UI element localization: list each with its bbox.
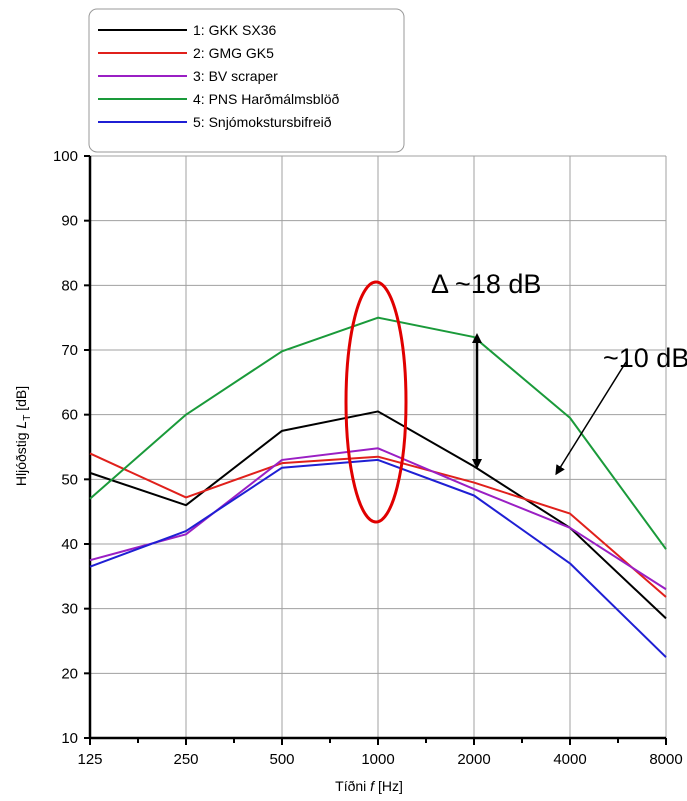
y-tick-label: 90	[61, 213, 78, 230]
y-tick-label: 30	[61, 601, 78, 618]
series-line-3	[89, 447, 667, 591]
x-tick-label: 500	[269, 751, 294, 768]
axes	[84, 155, 667, 745]
x-tick-label: 4000	[553, 751, 586, 768]
legend-label: 2: GMG GK5	[193, 45, 274, 61]
series-line-4	[89, 316, 667, 550]
delta-label: Δ ~18 dB	[431, 269, 541, 299]
y-tick-labels: 10 20 30 40 50 60 70 80 90 100	[53, 148, 78, 747]
legend-label: 3: BV scraper	[193, 68, 278, 84]
series-lines	[89, 316, 667, 658]
grid-lines	[89, 155, 667, 739]
y-tick-label: 60	[61, 407, 78, 424]
y-tick-label: 70	[61, 342, 78, 359]
diff-arrow	[555, 361, 627, 476]
x-tick-label: 250	[173, 751, 198, 768]
y-tick-label: 10	[61, 730, 78, 747]
legend-label: 1: GKK SX36	[193, 22, 276, 38]
legend-label: 5: Snjómokstursbifreið	[193, 114, 332, 130]
x-tick-labels: 125 250 500 1000 2000 4000 8000	[77, 751, 682, 768]
legend: 1: GKK SX36 2: GMG GK5 3: BV scraper 4: PNS…	[88, 8, 405, 153]
legend-label: 4: PNS Harðmálmsblöð	[193, 91, 339, 107]
y-tick-label: 50	[61, 471, 78, 488]
y-tick-label: 80	[61, 277, 78, 294]
annotations: Δ ~18 dB ~10 dB	[344, 269, 687, 524]
series-line-2	[89, 452, 667, 598]
series-line-5	[89, 458, 667, 658]
y-axis-title: Hljóðstig LT [dB]	[13, 386, 33, 486]
x-axis-title: Tíðni f [Hz]	[335, 778, 403, 794]
x-tick-label: 2000	[457, 751, 490, 768]
y-tick-label: 100	[53, 148, 78, 165]
x-tick-label: 1000	[361, 751, 394, 768]
diff-label: ~10 dB	[603, 343, 687, 373]
legend-box	[88, 8, 405, 153]
y-tick-label: 20	[61, 665, 78, 682]
highlight-ellipse	[344, 280, 408, 524]
y-tick-label: 40	[61, 536, 78, 553]
x-tick-label: 125	[77, 751, 102, 768]
x-tick-label: 8000	[649, 751, 682, 768]
